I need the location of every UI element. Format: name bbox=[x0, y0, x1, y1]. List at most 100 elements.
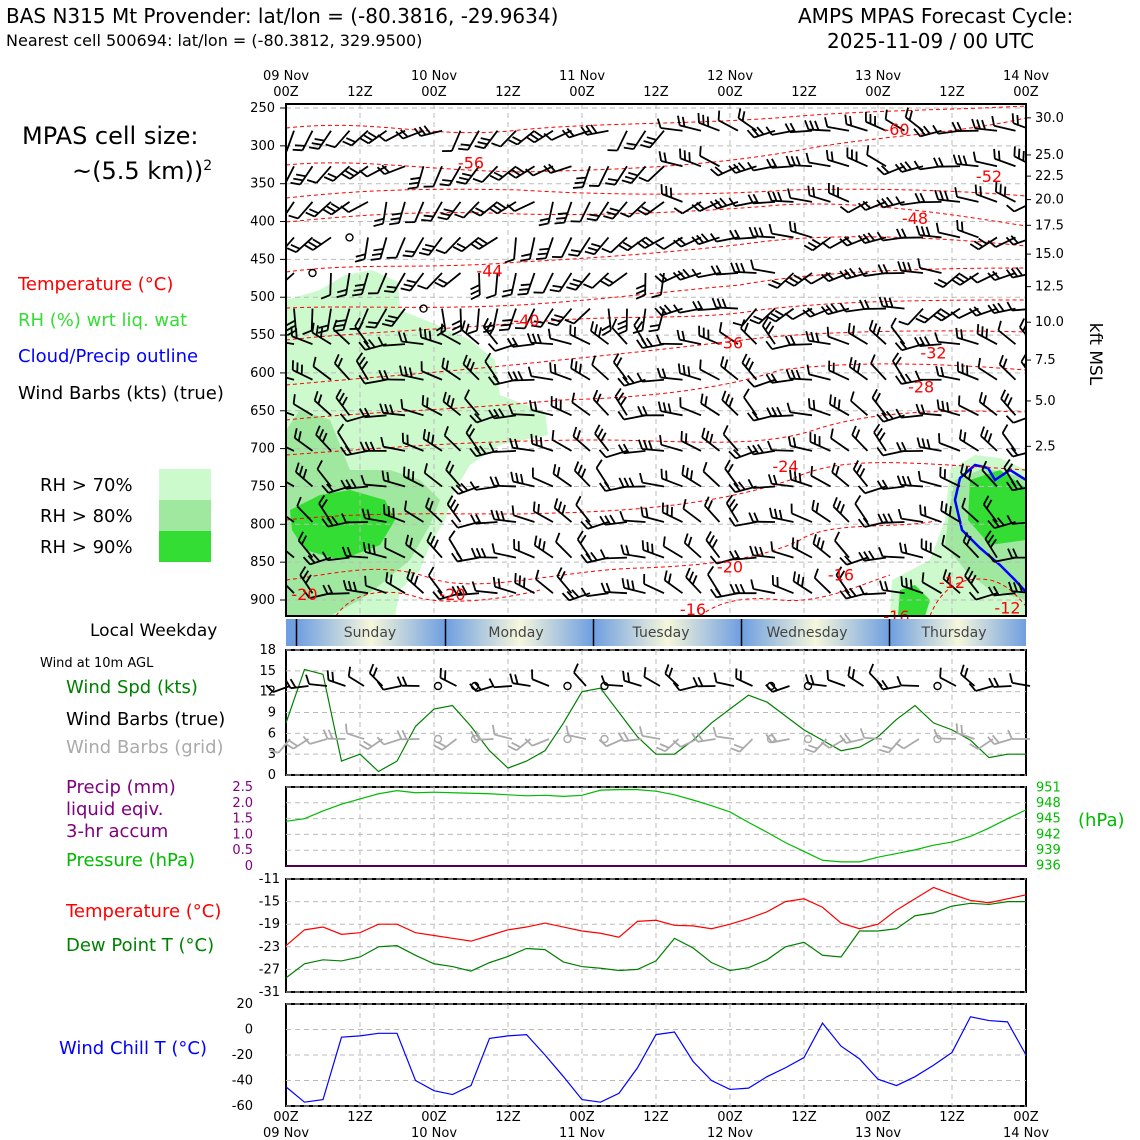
wind-barb-flag bbox=[462, 354, 468, 365]
wind-barb-flag bbox=[473, 681, 482, 691]
wind-barb bbox=[680, 440, 702, 452]
wind-barb-flag bbox=[532, 501, 536, 512]
wind-barb-flag bbox=[355, 352, 364, 362]
wind-barb bbox=[679, 372, 702, 381]
wind-barb bbox=[451, 130, 462, 152]
wind-barb-flag bbox=[369, 441, 376, 452]
wind-barb-flag bbox=[552, 464, 557, 475]
weekday-segment-3 bbox=[594, 619, 741, 646]
wind-barb-flag bbox=[561, 129, 570, 139]
wind-barb-flag bbox=[954, 187, 958, 198]
wind-barb-flag bbox=[342, 579, 348, 590]
wind-barb-flag bbox=[672, 739, 682, 748]
wind-barb bbox=[309, 738, 328, 745]
wind-barb-flag bbox=[580, 126, 588, 136]
wind-barb-flag bbox=[914, 370, 921, 381]
wind-barb bbox=[624, 679, 642, 687]
wind-barb bbox=[957, 336, 979, 346]
wind-barb-flag bbox=[468, 428, 476, 438]
wind-barb-flag bbox=[729, 583, 736, 594]
wind-barb-flag bbox=[550, 318, 561, 323]
wind-barb-flag bbox=[976, 323, 980, 334]
wind-barb-flag bbox=[326, 670, 330, 681]
wind-barb bbox=[882, 236, 905, 242]
wind-barb-flag bbox=[677, 237, 687, 246]
wind-barb-flag bbox=[529, 400, 533, 411]
wind-barb-flag bbox=[635, 284, 646, 290]
wind-barb-flag bbox=[769, 507, 773, 518]
wind-barb-flag bbox=[816, 537, 821, 548]
wind-barb bbox=[510, 272, 517, 295]
wind-barb-flag bbox=[867, 232, 876, 242]
wind-barb-flag bbox=[901, 228, 907, 239]
wind-barbs-upper bbox=[277, 107, 1026, 602]
wind-barb bbox=[979, 401, 998, 417]
wind-barb-flag bbox=[1012, 548, 1018, 558]
wind-barb bbox=[575, 504, 591, 523]
wind-barb-flag bbox=[618, 477, 625, 488]
wind-barb-flag bbox=[543, 165, 552, 174]
wind-barb bbox=[939, 476, 961, 488]
wind-barb-flag bbox=[870, 354, 876, 364]
wind-barb-flag bbox=[710, 168, 719, 177]
wind-barb-flag bbox=[844, 555, 853, 564]
wind-barb-flag bbox=[878, 432, 886, 442]
wind-barb-flag bbox=[661, 368, 667, 379]
wind-barb bbox=[809, 307, 831, 318]
wind-barb-flag bbox=[866, 145, 870, 156]
wind-barb-flag bbox=[660, 468, 663, 479]
wind-barb-flag bbox=[603, 481, 612, 491]
wind-barb bbox=[722, 433, 739, 452]
wind-barb bbox=[310, 308, 314, 331]
wind-barb-flag bbox=[1009, 673, 1014, 684]
wind-barb bbox=[993, 124, 1016, 132]
wind-barb-flag bbox=[601, 329, 612, 337]
temperature-contour-label: -32 bbox=[920, 343, 946, 362]
wind-barb bbox=[771, 199, 794, 203]
wind-barb-flag bbox=[758, 227, 764, 238]
wind-barb-flag bbox=[697, 676, 704, 687]
wind-barb bbox=[402, 129, 424, 140]
wind-barb-flag bbox=[714, 166, 724, 175]
wind-barb-flag bbox=[981, 119, 986, 130]
wind-barb-flag bbox=[878, 546, 884, 557]
wind-barb bbox=[743, 396, 758, 416]
wind-barb bbox=[752, 485, 776, 489]
wind-barb-flag bbox=[830, 428, 834, 439]
bottom-hour-5: 12Z bbox=[643, 1110, 669, 1125]
wind-barb-flag bbox=[277, 534, 280, 543]
wind-spd-label: Wind Spd (kts) bbox=[66, 677, 198, 698]
wind-barb-flag bbox=[556, 217, 567, 220]
wind-barb-flag bbox=[501, 293, 512, 298]
wind-barb bbox=[661, 307, 683, 317]
wind-barb-flag bbox=[915, 317, 926, 324]
wind-barb-flag bbox=[968, 469, 973, 480]
wind-barb-flag bbox=[395, 130, 404, 140]
wind-barb-flag bbox=[535, 435, 538, 446]
wind-barb-flag bbox=[601, 247, 612, 254]
wind-barb-flag bbox=[881, 679, 889, 689]
wind-barb-flag bbox=[961, 497, 967, 508]
wind-barb-flag bbox=[740, 262, 746, 273]
wind-barb-flag bbox=[936, 311, 947, 319]
wind-barb-flag bbox=[903, 543, 908, 554]
kft-tick-label: 12.5 bbox=[1035, 280, 1064, 295]
wind-barb bbox=[734, 236, 757, 240]
wind-barb-flag bbox=[713, 672, 718, 683]
wind-barb bbox=[404, 509, 424, 523]
wind-barb-flag bbox=[873, 423, 881, 433]
calm-wind-marker bbox=[419, 304, 428, 313]
wind-barb bbox=[515, 165, 535, 179]
wind-barb-flag bbox=[302, 570, 309, 580]
wind-barb bbox=[901, 165, 924, 173]
wind-barb bbox=[512, 682, 531, 687]
wind-barb-flag bbox=[604, 515, 611, 525]
wind-barb-flag bbox=[691, 204, 701, 212]
wind-barb-flag bbox=[470, 284, 480, 291]
wind-barb-flag bbox=[728, 197, 736, 207]
wind-barb-flag bbox=[475, 730, 482, 741]
wind-barb-flag bbox=[960, 724, 964, 735]
wind-barb-flag bbox=[1011, 480, 1019, 490]
wind-barb-flag bbox=[381, 470, 385, 481]
wind-barb bbox=[314, 399, 332, 416]
